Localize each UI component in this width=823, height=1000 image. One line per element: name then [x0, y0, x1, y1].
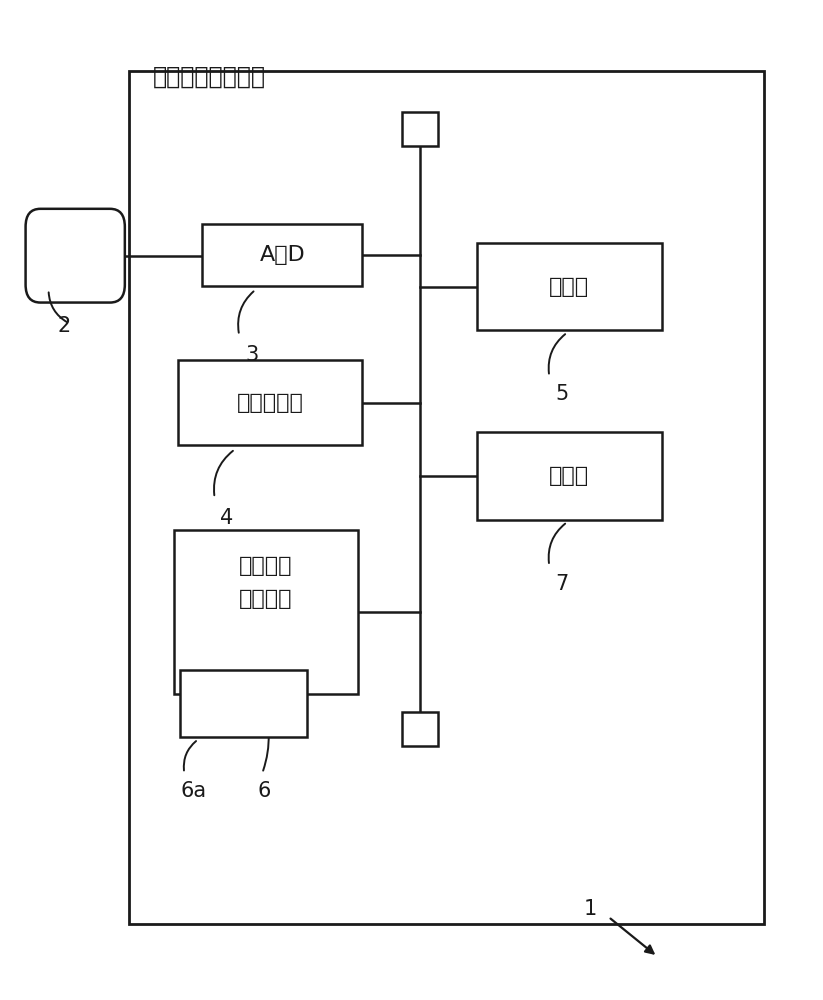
- Text: 6a: 6a: [180, 781, 207, 801]
- Text: 1: 1: [584, 899, 597, 919]
- Bar: [180, 670, 307, 737]
- Text: 6: 6: [258, 781, 271, 801]
- Bar: [477, 243, 662, 330]
- Bar: [402, 712, 438, 746]
- Text: A／D: A／D: [259, 245, 305, 265]
- Bar: [128, 71, 765, 924]
- Bar: [174, 530, 358, 694]
- Text: 3: 3: [245, 345, 258, 365]
- Text: 用户界面部: 用户界面部: [236, 393, 304, 413]
- Bar: [477, 432, 662, 520]
- Text: 访问装置: 访问装置: [239, 589, 293, 609]
- Text: 5: 5: [555, 384, 569, 404]
- Text: 处理部: 处理部: [549, 466, 589, 486]
- Text: 存储介质: 存储介质: [217, 693, 271, 713]
- Text: 存储介质: 存储介质: [239, 556, 293, 576]
- Text: 饮食行为检测装置: 饮食行为检测装置: [153, 65, 266, 89]
- Bar: [402, 112, 438, 146]
- Bar: [202, 224, 362, 286]
- Text: 2: 2: [57, 316, 71, 336]
- Bar: [178, 360, 362, 445]
- Text: 4: 4: [221, 508, 234, 528]
- Text: 存储部: 存储部: [549, 277, 589, 297]
- FancyBboxPatch shape: [26, 209, 125, 303]
- Text: 7: 7: [555, 574, 569, 594]
